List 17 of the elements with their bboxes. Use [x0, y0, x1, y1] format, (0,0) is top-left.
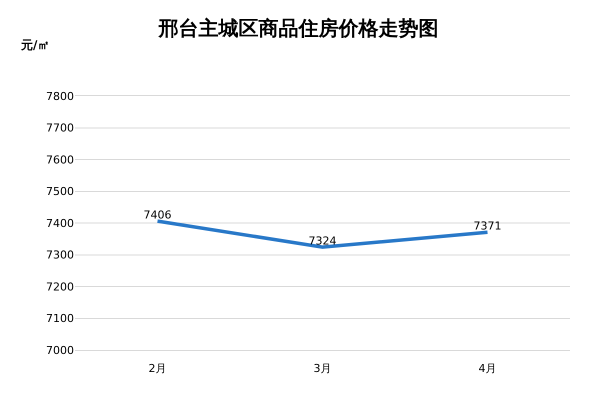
- chart-title: 邢台主城区商品住房价格走势图: [158, 16, 438, 40]
- y-axis-title: 元/㎡: [20, 38, 50, 52]
- y-tick-label: 7000: [46, 344, 74, 357]
- y-tick-label: 7300: [46, 248, 74, 262]
- data-label: 7406: [144, 208, 172, 222]
- y-tick-label: 7500: [46, 185, 74, 198]
- x-tick-label: 2月: [148, 362, 166, 376]
- y-tick-label: 7700: [46, 122, 74, 135]
- x-tick-label: 4月: [478, 362, 496, 376]
- y-tick-label: 7200: [46, 280, 74, 294]
- y-tick-label: 7800: [46, 90, 74, 103]
- y-tick-label: 7400: [46, 216, 74, 230]
- data-label: 7371: [474, 219, 502, 232]
- data-label: 7324: [308, 234, 336, 248]
- y-tick-label: 7100: [46, 312, 74, 326]
- y-tick-label: 7600: [46, 153, 74, 166]
- x-tick-label: 3月: [314, 362, 332, 376]
